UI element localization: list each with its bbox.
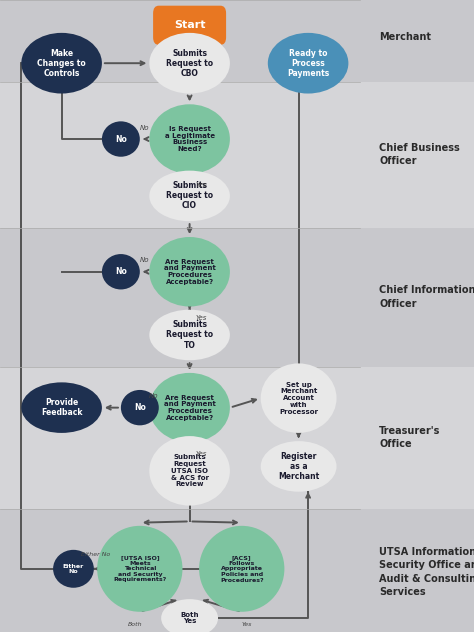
Ellipse shape — [121, 390, 159, 425]
Text: Both
Yes: Both Yes — [180, 612, 199, 624]
Text: No: No — [115, 135, 127, 143]
Text: Yes: Yes — [196, 182, 207, 188]
Text: Chief Business
Officer: Chief Business Officer — [379, 143, 460, 166]
Text: No: No — [140, 125, 149, 131]
Ellipse shape — [149, 373, 230, 442]
Text: No: No — [149, 393, 159, 399]
Ellipse shape — [149, 33, 230, 94]
Ellipse shape — [21, 33, 102, 94]
Text: No: No — [134, 403, 146, 412]
Text: Submits
Request to
CBO: Submits Request to CBO — [166, 49, 213, 78]
Text: Either
No: Either No — [63, 564, 84, 574]
Text: Merchant: Merchant — [379, 32, 431, 42]
Text: Submits
Request to
TO: Submits Request to TO — [166, 320, 213, 349]
Ellipse shape — [97, 526, 182, 612]
Bar — [0, 509, 474, 632]
Bar — [0, 0, 474, 82]
Ellipse shape — [149, 104, 230, 174]
Text: Yes: Yes — [196, 451, 207, 457]
Ellipse shape — [199, 526, 284, 612]
Ellipse shape — [261, 441, 337, 492]
Text: [ACS]
Follows
Appropriate
Policies and
Procedures?: [ACS] Follows Appropriate Policies and P… — [220, 555, 264, 583]
Ellipse shape — [102, 254, 140, 289]
Text: Set up
Merchant
Account
with
Processor: Set up Merchant Account with Processor — [279, 382, 318, 415]
Ellipse shape — [161, 599, 218, 632]
Bar — [0, 367, 474, 509]
Text: Start: Start — [174, 20, 205, 30]
Text: Chief Information
Officer: Chief Information Officer — [379, 286, 474, 308]
Text: Are Request
and Payment
Procedures
Acceptable?: Are Request and Payment Procedures Accep… — [164, 394, 216, 421]
Ellipse shape — [21, 382, 102, 433]
Ellipse shape — [149, 171, 230, 221]
Ellipse shape — [102, 121, 140, 157]
Text: Yes: Yes — [241, 622, 252, 627]
Text: [UTSA ISO]
Meets
Technical
and Security
Requirements?: [UTSA ISO] Meets Technical and Security … — [113, 555, 166, 583]
Text: UTSA Information
Security Office and
Audit & Consulting
Services: UTSA Information Security Office and Aud… — [379, 547, 474, 597]
Bar — [0, 228, 474, 367]
Text: Make
Changes to
Controls: Make Changes to Controls — [37, 49, 86, 78]
Ellipse shape — [149, 310, 230, 360]
Text: Submits
Request to
CIO: Submits Request to CIO — [166, 181, 213, 210]
Text: No: No — [140, 257, 149, 264]
Text: Register
as a
Merchant: Register as a Merchant — [278, 452, 319, 481]
Text: Both: Both — [128, 622, 142, 627]
Text: No: No — [115, 267, 127, 276]
Text: Are Request
and Payment
Procedures
Acceptable?: Are Request and Payment Procedures Accep… — [164, 258, 216, 285]
Ellipse shape — [53, 550, 94, 588]
Text: Either No: Either No — [81, 552, 110, 557]
Ellipse shape — [261, 363, 337, 433]
Ellipse shape — [268, 33, 348, 94]
Ellipse shape — [149, 237, 230, 307]
Text: Provide
Feedback: Provide Feedback — [41, 398, 82, 417]
Text: Submits
Request
UTSA ISO
& ACS for
Review: Submits Request UTSA ISO & ACS for Revie… — [171, 454, 209, 487]
Text: Is Request
a Legitimate
Business
Need?: Is Request a Legitimate Business Need? — [164, 126, 215, 152]
Ellipse shape — [149, 436, 230, 506]
Bar — [0, 82, 474, 228]
Text: Ready to
Process
Payments: Ready to Process Payments — [287, 49, 329, 78]
Text: Yes: Yes — [196, 315, 207, 321]
Text: Treasurer's
Office: Treasurer's Office — [379, 426, 440, 449]
FancyBboxPatch shape — [153, 6, 226, 45]
